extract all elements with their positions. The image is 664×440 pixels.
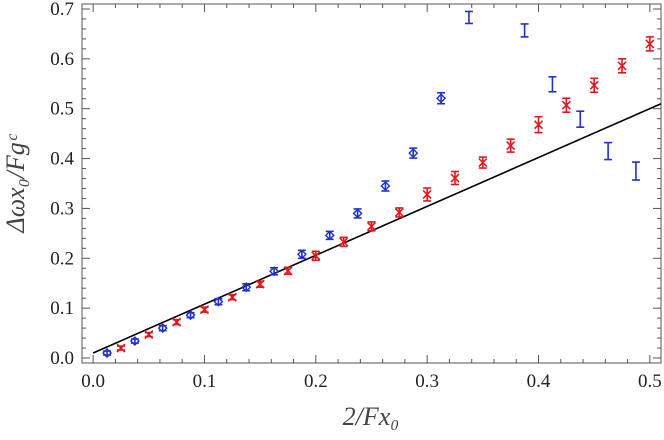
x-marker <box>533 120 544 130</box>
series-1 <box>464 10 640 181</box>
y-tick-label: 0.0 <box>50 348 74 369</box>
x-marker <box>450 173 460 183</box>
data-point <box>436 91 447 105</box>
x-marker <box>394 207 404 217</box>
x-marker <box>561 100 571 110</box>
x-marker <box>645 39 655 49</box>
x-marker <box>283 266 293 276</box>
data-point <box>324 230 335 241</box>
data-point <box>604 141 613 161</box>
data-point <box>129 336 140 347</box>
series-2 <box>116 36 655 353</box>
diamond-marker <box>380 181 391 191</box>
data-point <box>366 221 377 232</box>
data-point <box>241 282 252 293</box>
ticks <box>82 4 661 363</box>
data-point <box>213 296 224 307</box>
data-point <box>589 77 599 94</box>
x-tick-label: 0.5 <box>638 371 662 392</box>
data-point <box>352 208 363 219</box>
y-tick-label: 0.7 <box>50 0 74 20</box>
series-0 <box>102 91 447 359</box>
x-tick-label: 0.0 <box>81 371 105 392</box>
diamond-marker <box>241 282 252 293</box>
y-tick-label: 0.2 <box>50 248 74 269</box>
data-point <box>408 147 419 159</box>
data-point <box>102 348 113 359</box>
y-tick-label: 0.6 <box>50 49 74 70</box>
data-point <box>339 236 349 248</box>
x-marker <box>116 343 126 353</box>
data-point <box>533 115 544 134</box>
data-point <box>255 279 265 289</box>
data-point <box>631 161 640 181</box>
points-layer <box>102 10 655 359</box>
x-marker <box>589 80 599 90</box>
data-point <box>548 75 557 93</box>
diamond-marker <box>185 310 196 321</box>
x-marker <box>144 330 154 340</box>
y-tick-label: 0.5 <box>50 99 74 120</box>
x-tick-label: 0.3 <box>415 371 439 392</box>
data-point <box>283 266 293 276</box>
data-point <box>380 180 391 192</box>
x-marker <box>227 292 237 302</box>
x-marker <box>339 237 349 247</box>
data-point <box>576 110 585 128</box>
diamond-marker <box>408 148 419 159</box>
x-tick-label: 0.2 <box>304 371 328 392</box>
diamond-marker <box>269 266 280 277</box>
y-axis-title: Δωx₀/Fgᶜ <box>1 133 30 233</box>
reference-line-layer <box>92 102 662 354</box>
x-marker <box>255 279 265 289</box>
data-point <box>227 292 237 302</box>
plot-frame <box>81 3 662 364</box>
diamond-marker <box>213 296 224 307</box>
diamond-marker <box>436 93 447 104</box>
y-tick-label: 0.1 <box>50 298 74 319</box>
x-marker <box>311 251 321 261</box>
data-point <box>199 305 210 315</box>
data-point <box>144 330 154 340</box>
data-point <box>617 58 627 74</box>
x-marker <box>478 157 488 168</box>
data-point <box>464 10 473 25</box>
data-point <box>185 310 196 321</box>
reference-line <box>92 102 662 354</box>
data-point <box>172 317 182 327</box>
x-marker <box>199 305 210 315</box>
diamond-marker <box>352 208 363 219</box>
diamond-marker <box>324 230 335 241</box>
x-marker <box>366 221 377 231</box>
diamond-marker <box>296 249 307 260</box>
x-marker <box>506 141 516 151</box>
x-marker <box>422 189 432 200</box>
data-point <box>520 23 529 38</box>
diamond-marker <box>129 336 140 347</box>
data-point <box>422 187 432 202</box>
data-point <box>645 36 655 52</box>
data-point <box>394 207 404 218</box>
y-tick-label: 0.4 <box>50 149 74 170</box>
x-marker <box>172 317 182 327</box>
tick-labels: 0.0 0.1 0.2 0.3 0.4 0.5 0.0 0.1 0.2 0.3 0.4 0.5 0.6 0… <box>50 0 661 392</box>
data-point <box>269 266 280 277</box>
data-point <box>506 138 516 153</box>
x-axis-title: 2/Fx₀ <box>343 402 400 431</box>
data-point <box>478 156 488 169</box>
data-point <box>561 97 571 113</box>
y-tick-label: 0.3 <box>50 198 74 219</box>
x-marker <box>617 61 627 71</box>
diamond-marker <box>157 323 168 334</box>
data-point <box>296 249 307 260</box>
x-tick-label: 0.1 <box>193 371 217 392</box>
data-point <box>450 170 460 186</box>
data-point <box>157 323 168 334</box>
x-tick-label: 0.4 <box>527 371 551 392</box>
diamond-marker <box>102 348 113 359</box>
data-point <box>116 343 126 353</box>
data-point <box>311 250 321 262</box>
